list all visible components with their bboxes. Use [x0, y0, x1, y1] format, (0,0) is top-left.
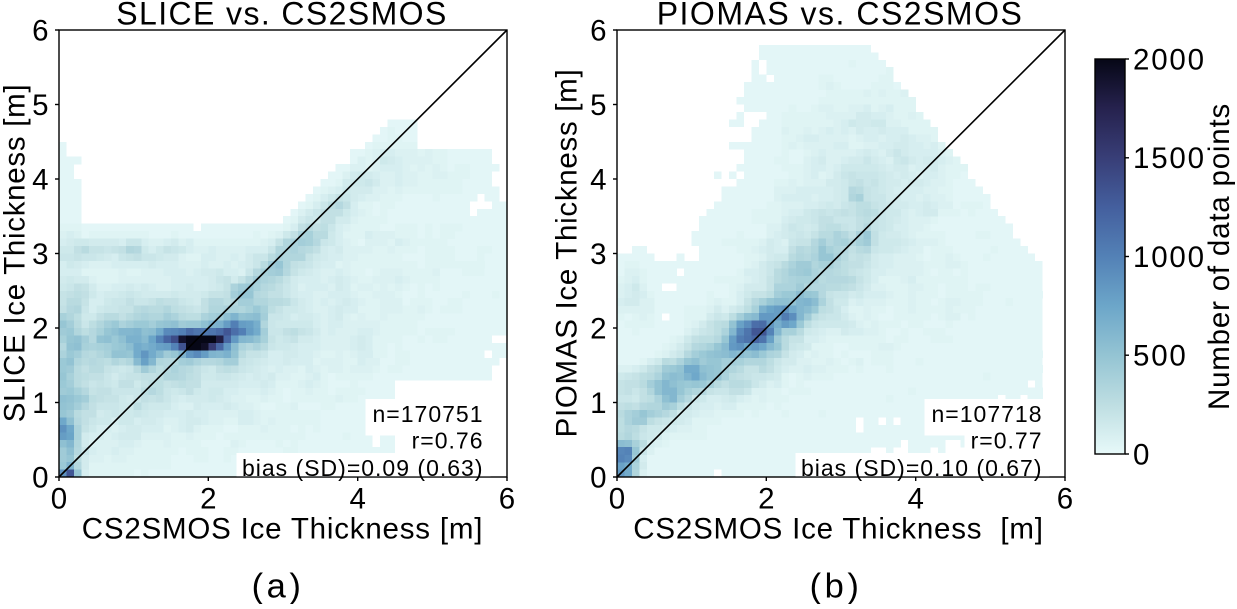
- svg-text:5: 5: [32, 89, 48, 122]
- svg-text:0: 0: [609, 482, 625, 515]
- svg-text:SLICE vs. CS2SMOS: SLICE vs. CS2SMOS: [116, 0, 447, 32]
- svg-text:6: 6: [499, 482, 515, 515]
- svg-text:4: 4: [32, 163, 48, 196]
- svg-text:r=0.77: r=0.77: [971, 428, 1043, 454]
- svg-text:2: 2: [32, 312, 48, 345]
- svg-text:(a): (a): [252, 568, 305, 605]
- svg-text:n=170751: n=170751: [373, 401, 484, 427]
- svg-text:2000: 2000: [1133, 43, 1206, 76]
- svg-text:4: 4: [349, 482, 365, 515]
- svg-text:n=107718: n=107718: [932, 401, 1043, 427]
- svg-text:CS2SMOS Ice Thickness [m]: CS2SMOS Ice Thickness [m]: [633, 512, 1043, 545]
- svg-text:2: 2: [758, 482, 774, 515]
- svg-text:(b): (b): [810, 568, 863, 605]
- svg-text:PIOMAS vs. CS2SMOS: PIOMAS vs. CS2SMOS: [657, 0, 1024, 32]
- svg-text:6: 6: [590, 14, 606, 47]
- svg-text:Number of data points: Number of data points: [1203, 103, 1236, 410]
- svg-text:bias (SD)=0.10 (0.67): bias (SD)=0.10 (0.67): [801, 455, 1043, 481]
- svg-text:5: 5: [590, 89, 606, 122]
- svg-text:3: 3: [590, 238, 606, 271]
- svg-text:0: 0: [1133, 438, 1151, 471]
- svg-text:500: 500: [1133, 340, 1188, 373]
- svg-text:2: 2: [590, 312, 606, 345]
- svg-text:4: 4: [907, 482, 923, 515]
- svg-text:1: 1: [590, 387, 606, 420]
- svg-text:0: 0: [590, 461, 606, 494]
- svg-text:0: 0: [51, 482, 67, 515]
- svg-text:0: 0: [32, 461, 48, 494]
- svg-text:2: 2: [200, 482, 216, 515]
- svg-text:1000: 1000: [1133, 241, 1206, 274]
- svg-text:1: 1: [32, 387, 48, 420]
- svg-text:SLICE Ice Thickness [m]: SLICE Ice Thickness [m]: [0, 84, 31, 423]
- svg-text:PIOMAS Ice Thickness [m]: PIOMAS Ice Thickness [m]: [550, 69, 583, 438]
- svg-text:4: 4: [590, 163, 606, 196]
- svg-text:bias (SD)=0.09 (0.63): bias (SD)=0.09 (0.63): [242, 455, 484, 481]
- svg-text:6: 6: [32, 14, 48, 47]
- svg-text:3: 3: [32, 238, 48, 271]
- svg-text:1500: 1500: [1133, 142, 1206, 175]
- svg-text:6: 6: [1057, 482, 1073, 515]
- svg-text:CS2SMOS Ice Thickness [m]: CS2SMOS Ice Thickness [m]: [82, 512, 483, 545]
- svg-text:r=0.76: r=0.76: [412, 428, 484, 454]
